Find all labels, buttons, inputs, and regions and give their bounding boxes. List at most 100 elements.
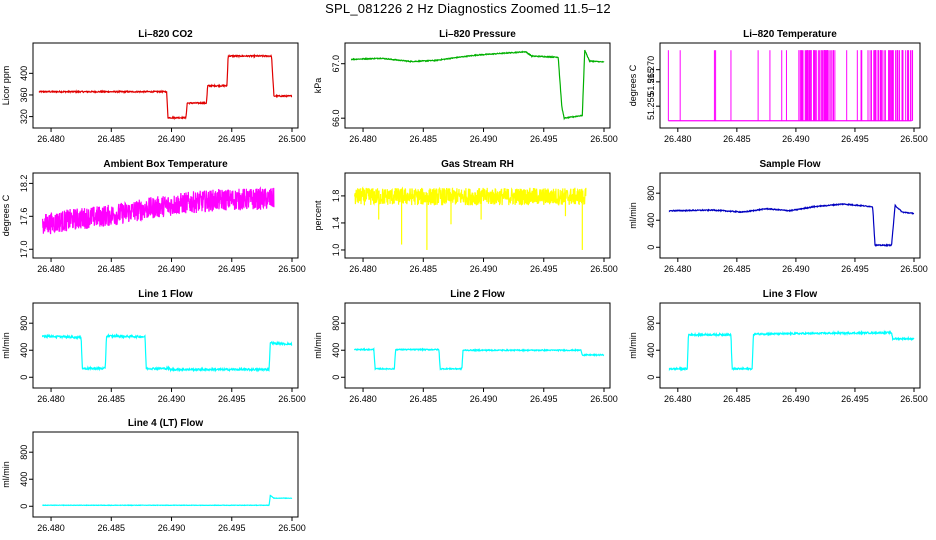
y-axis-label: ml/min	[628, 332, 638, 359]
chart-panel-5: Gas Stream RH 26.480 26.485 26.490 26.495 26.…	[313, 159, 618, 274]
chart-title: Li–820 CO2	[138, 29, 193, 40]
chart-title: Ambient Box Temperature	[103, 159, 228, 170]
x-tick-label: 26.485	[723, 394, 751, 404]
x-tick-label: 26.480	[664, 264, 692, 274]
y-tick-label: 400	[19, 66, 29, 81]
x-tick-label: 26.495	[218, 134, 246, 144]
series-line	[42, 494, 293, 507]
x-tick-label: 26.485	[98, 264, 126, 274]
x-tick-label: 26.480	[349, 394, 377, 404]
chart-panel-7: Line 1 Flow 26.480 26.485 26.490 26.495 26.50…	[1, 289, 306, 404]
x-tick-label: 26.485	[98, 394, 126, 404]
x-tick-label: 26.495	[841, 264, 869, 274]
chart-title: Sample Flow	[759, 159, 820, 170]
chart-data-group	[42, 186, 275, 235]
x-tick-label: 26.495	[530, 264, 558, 274]
y-axis-label: ml/min	[313, 332, 323, 359]
plot-frame	[32, 302, 299, 389]
plot-frame	[32, 172, 299, 259]
y-tick-label: 0	[646, 375, 656, 380]
x-tick-label: 26.500	[590, 264, 618, 274]
x-tick-label: 26.490	[782, 394, 810, 404]
chart-panel-1: Li–820 CO2 26.480 26.485 26.490 26.495 26.500…	[1, 29, 306, 144]
chart-panel-3: Li–820 Temperature 26.480 26.485 26.490 26.4…	[628, 29, 928, 144]
series-line	[668, 329, 915, 372]
chart-data-group	[354, 346, 605, 371]
plot-frame	[344, 42, 611, 129]
x-tick-label: 26.500	[900, 394, 928, 404]
x-tick-label: 26.495	[530, 134, 558, 144]
x-tick-label: 26.500	[900, 134, 928, 144]
x-tick-label: 26.480	[37, 523, 65, 533]
x-tick-label: 26.490	[158, 394, 186, 404]
y-tick-label: 66.0	[331, 109, 341, 127]
y-tick-label: 1.8	[331, 190, 341, 203]
x-tick-label: 26.500	[900, 264, 928, 274]
y-tick-label: 17.0	[19, 240, 29, 258]
y-tick-label: 0	[646, 245, 656, 250]
x-tick-label: 26.495	[841, 134, 869, 144]
y-tick-label: 360	[19, 87, 29, 102]
x-tick-label: 26.485	[410, 134, 438, 144]
chart-title: Li–820 Pressure	[439, 29, 516, 40]
x-tick-label: 26.480	[349, 134, 377, 144]
y-tick-label: 800	[19, 316, 29, 331]
chart-title: Line 2 Flow	[450, 289, 505, 300]
y-axis-label: ml/min	[1, 461, 11, 488]
y-axis-label: ml/min	[1, 332, 11, 359]
y-tick-label: 18.2	[19, 175, 29, 193]
x-tick-label: 26.480	[37, 134, 65, 144]
x-tick-label: 26.485	[723, 134, 751, 144]
x-tick-label: 26.495	[841, 394, 869, 404]
x-tick-label: 26.485	[410, 394, 438, 404]
plot-frame	[32, 42, 299, 129]
x-tick-label: 26.490	[158, 134, 186, 144]
plot-frame	[32, 431, 299, 518]
chart-data-group	[42, 494, 293, 507]
x-tick-label: 26.485	[723, 264, 751, 274]
x-tick-label: 26.480	[664, 394, 692, 404]
chart-data-group	[668, 329, 915, 372]
y-tick-label: 400	[646, 213, 656, 228]
chart-panel-4: Ambient Box Temperature 26.480 26.485 26.49…	[1, 159, 306, 274]
y-tick-label: 0	[19, 375, 29, 380]
chart-data-group	[42, 333, 293, 373]
chart-title: Line 3 Flow	[763, 289, 818, 300]
y-tick-label: 800	[646, 186, 656, 201]
y-tick-label: 400	[19, 343, 29, 358]
series-band	[354, 186, 587, 206]
x-tick-label: 26.490	[470, 264, 498, 274]
plot-frame	[659, 42, 921, 129]
chart-title: Gas Stream RH	[441, 159, 514, 170]
chart-data-group	[354, 186, 587, 250]
x-tick-label: 26.500	[278, 134, 306, 144]
y-axis-label: degrees C	[1, 194, 11, 236]
chart-data-group	[38, 53, 293, 121]
x-tick-label: 26.495	[218, 394, 246, 404]
y-tick-label: 51.255	[646, 92, 656, 120]
plot-frame	[659, 172, 921, 259]
y-tick-label: 1.4	[331, 217, 341, 230]
series-line	[668, 202, 915, 248]
x-tick-label: 26.500	[278, 523, 306, 533]
y-tick-label: 320	[19, 109, 29, 124]
chart-panel-8: Line 2 Flow 26.480 26.485 26.490 26.495 26.50…	[313, 289, 618, 404]
x-tick-label: 26.490	[470, 134, 498, 144]
y-tick-label: 1.0	[331, 244, 341, 257]
series-band	[42, 186, 275, 235]
x-tick-label: 26.480	[349, 264, 377, 274]
x-tick-label: 26.500	[590, 134, 618, 144]
x-tick-label: 26.500	[590, 394, 618, 404]
x-tick-label: 26.490	[470, 394, 498, 404]
page-title: SPL_081226 2 Hz Diagnostics Zoomed 11.5–…	[325, 1, 611, 16]
x-tick-label: 26.500	[278, 394, 306, 404]
chart-data-group	[667, 50, 914, 122]
x-tick-label: 26.490	[158, 523, 186, 533]
y-tick-label: 800	[19, 445, 29, 460]
chart-data-group	[668, 202, 915, 248]
chart-panel-6: Sample Flow 26.480 26.485 26.490 26.495 26.50…	[628, 159, 928, 274]
chart-data-group	[350, 49, 605, 121]
x-tick-label: 26.490	[782, 264, 810, 274]
x-tick-label: 26.485	[98, 523, 126, 533]
